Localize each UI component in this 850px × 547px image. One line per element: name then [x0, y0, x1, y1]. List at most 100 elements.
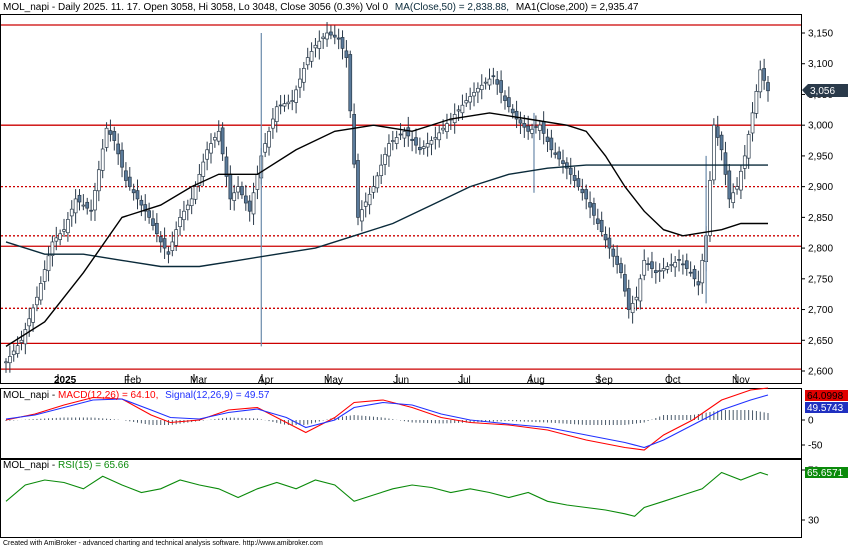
rsi-line [5, 471, 769, 517]
price-bar-body [715, 126, 720, 138]
price-bar-body [766, 82, 770, 92]
price-bar-body [708, 180, 712, 236]
price-bar-body [54, 237, 59, 242]
price-tick-label: 2,600 [808, 367, 833, 378]
price-tick-label: 2,800 [808, 244, 833, 255]
price-bar-body [688, 271, 693, 274]
price-bar-body [510, 108, 515, 114]
price-bar-body [286, 101, 291, 105]
price-bar-body [476, 87, 480, 93]
price-bar-body [340, 37, 345, 49]
signal-badge-text: 49.5743 [807, 403, 844, 414]
date-axis-labels: 2025 Feb Mar Apr May Jun Jul Aug Sep Oct Nov [54, 375, 750, 386]
price-bar-body [460, 104, 465, 114]
price-bar-body [201, 161, 206, 177]
price-bar-body [495, 79, 500, 85]
price-bar-body [739, 170, 743, 191]
price-bar-body [35, 296, 39, 306]
price-bar-body [298, 78, 302, 88]
price-bar-body [162, 238, 167, 249]
price-bar-body [189, 198, 194, 207]
price-bar-body [650, 261, 654, 269]
price-bar-body [108, 130, 113, 135]
price-bar-body [112, 131, 117, 141]
price-bar-body [185, 204, 190, 211]
price-bar-body [487, 78, 492, 86]
price-bar-body [642, 260, 647, 276]
price-bar-body [139, 199, 144, 206]
price-bar-body [89, 209, 93, 212]
price-bar-body [19, 339, 24, 343]
price-bar-body [711, 124, 716, 181]
rsi-title: MOL_napi - RSI(15) = 65.66 [3, 460, 129, 471]
price-bar-body [479, 84, 484, 90]
rsi-badge-text: 65.6571 [807, 468, 844, 479]
price-bar-body [143, 204, 148, 212]
price-bar-body [216, 130, 221, 142]
price-bar-body [197, 173, 202, 186]
price-bar-body [561, 160, 565, 164]
price-bar-body [603, 233, 608, 241]
price-bar-body [356, 160, 360, 218]
price-bar-body [42, 269, 47, 282]
price-bar-body [723, 152, 728, 175]
price-bar-body [634, 296, 639, 301]
price-bar-body [69, 208, 74, 217]
price-bar-body [131, 189, 136, 194]
price-bar-body [317, 40, 322, 49]
price-bar-body [534, 126, 538, 128]
price-bar-body [549, 137, 554, 151]
price-title-main: MOL_napi - Daily 2025. 11. 17. Open 3058… [3, 2, 389, 13]
date-label: 2025 [54, 375, 77, 386]
price-bar-body [418, 146, 422, 151]
price-bar-body [410, 138, 414, 141]
price-bar-body [557, 151, 561, 160]
price-bar-body [290, 100, 295, 102]
signal-badge: 49.5743 [805, 402, 848, 414]
price-bars [4, 22, 770, 373]
date-label: Feb [124, 375, 142, 386]
price-bar-body [182, 210, 186, 221]
price-bar-body [220, 127, 225, 155]
price-bar-body [96, 169, 101, 192]
footer-credit: Created with AmiBroker - advanced charti… [3, 540, 323, 547]
price-bar-body [754, 91, 759, 114]
price-tick-label: 2,650 [808, 336, 833, 347]
price-bar-body [62, 229, 66, 232]
price-bar-body [530, 128, 534, 134]
price-bar-body [545, 136, 550, 142]
price-bar-body [626, 288, 631, 310]
price-title: MOL_napi - Daily 2025. 11. 17. Open 3058… [3, 2, 639, 13]
price-bar-body [135, 190, 140, 200]
price-bar-body [271, 118, 275, 129]
price-bar-body [541, 121, 546, 134]
macd-title: MOL_napi - MACD(12,26) = 64.10, Signal(1… [3, 390, 270, 401]
price-bar-body [348, 54, 353, 112]
price-bar-body [240, 186, 244, 196]
price-bar-body [73, 198, 78, 214]
price-bar-body [329, 31, 333, 36]
price-bar-body [301, 67, 306, 83]
price-bar-body [677, 259, 681, 261]
price-bar-body [263, 143, 268, 153]
price-bar-body [402, 130, 407, 139]
price-bar-body [692, 268, 697, 280]
price-bar-body [387, 143, 391, 157]
price-bar-body [313, 44, 318, 49]
price-bar-body [464, 100, 469, 104]
price-tick-label: 3,100 [808, 59, 833, 70]
price-bar-body [104, 127, 109, 148]
macd-badge-text: 64.0998 [807, 391, 844, 402]
price-bar-body [394, 137, 399, 144]
price-bar-body [429, 140, 434, 145]
price-tick-label: 2,850 [808, 213, 833, 224]
price-bar-body [15, 345, 20, 354]
price-bar-body [506, 97, 511, 108]
price-bar-body [178, 217, 182, 228]
price-bar-body [684, 260, 689, 269]
price-bar-body [619, 263, 623, 274]
price-bar-body [623, 274, 627, 292]
price-tick-label: 2,900 [808, 182, 833, 193]
price-bar-body [267, 130, 271, 148]
price-bar-body [565, 162, 569, 169]
